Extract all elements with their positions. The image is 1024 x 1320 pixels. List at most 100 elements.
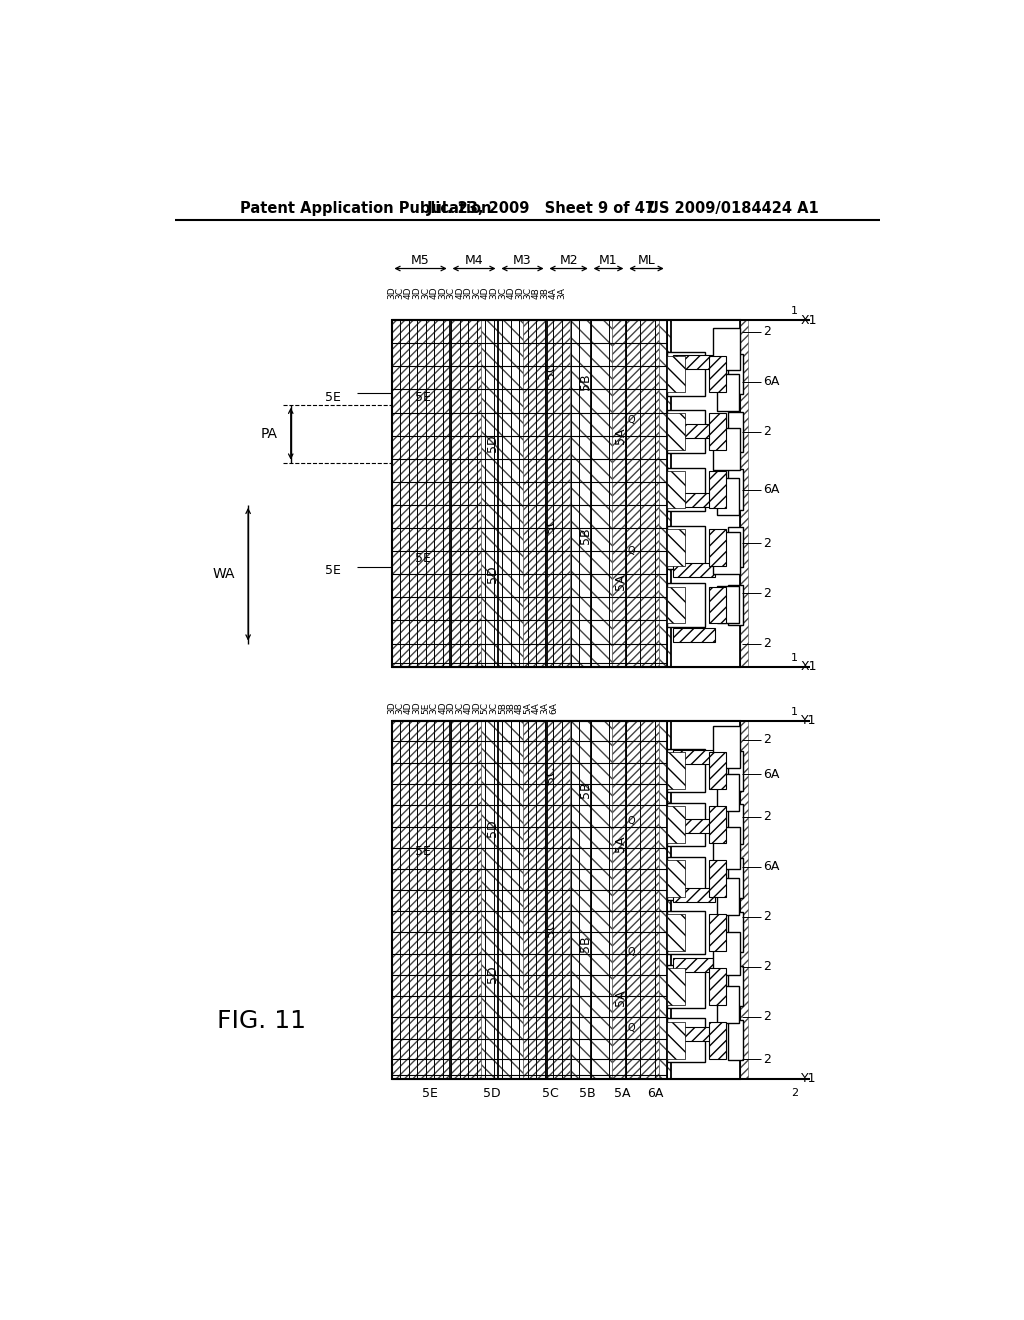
Bar bbox=[667, 803, 706, 846]
Bar bbox=[728, 470, 743, 510]
Text: ML: ML bbox=[638, 255, 655, 268]
Text: 2: 2 bbox=[764, 810, 771, 824]
Text: Jul. 23, 2009   Sheet 9 of 47: Jul. 23, 2009 Sheet 9 of 47 bbox=[426, 201, 655, 216]
Bar bbox=[717, 586, 738, 623]
Text: 5A: 5A bbox=[613, 836, 627, 851]
Text: M1: M1 bbox=[599, 255, 617, 268]
Bar bbox=[612, 321, 658, 667]
Bar bbox=[673, 562, 715, 577]
Text: 6A: 6A bbox=[764, 768, 780, 781]
Bar bbox=[667, 583, 706, 627]
Bar bbox=[391, 721, 480, 1078]
Bar bbox=[612, 721, 658, 1078]
Text: 2: 2 bbox=[764, 638, 771, 649]
Text: 2: 2 bbox=[764, 911, 771, 924]
Bar bbox=[667, 857, 706, 900]
Bar bbox=[671, 721, 740, 1078]
Bar bbox=[673, 1027, 715, 1040]
Text: 3C: 3C bbox=[421, 288, 430, 300]
Bar bbox=[667, 911, 706, 954]
Text: 4A: 4A bbox=[531, 702, 541, 714]
Text: 3C: 3C bbox=[523, 288, 532, 300]
Bar bbox=[717, 986, 738, 1023]
Bar bbox=[710, 355, 726, 392]
Text: 4D: 4D bbox=[481, 286, 489, 300]
Bar bbox=[667, 807, 685, 843]
Bar bbox=[391, 321, 740, 667]
Bar bbox=[667, 529, 685, 566]
Text: 4A: 4A bbox=[549, 288, 558, 300]
Bar bbox=[391, 721, 740, 1078]
Text: M4: M4 bbox=[465, 255, 483, 268]
Bar bbox=[713, 726, 740, 768]
Bar bbox=[728, 527, 743, 568]
Text: 5C: 5C bbox=[544, 362, 557, 379]
Text: 3C: 3C bbox=[430, 702, 438, 714]
Text: 3C: 3C bbox=[489, 702, 499, 714]
Bar bbox=[728, 858, 743, 899]
Bar bbox=[717, 775, 738, 812]
Text: 6A: 6A bbox=[764, 375, 780, 388]
Text: 3D: 3D bbox=[413, 702, 422, 714]
Text: 3C: 3C bbox=[498, 288, 507, 300]
Bar bbox=[701, 721, 748, 1078]
Text: 3D: 3D bbox=[489, 286, 499, 300]
Bar bbox=[728, 354, 743, 393]
Bar bbox=[523, 721, 569, 1078]
Text: 2: 2 bbox=[764, 537, 771, 550]
Text: Q: Q bbox=[628, 416, 636, 425]
Text: PA: PA bbox=[260, 426, 278, 441]
Bar bbox=[710, 807, 726, 843]
Bar bbox=[658, 721, 701, 1078]
Bar bbox=[673, 355, 715, 368]
Text: 5B: 5B bbox=[579, 781, 592, 799]
Text: 3A: 3A bbox=[541, 702, 550, 714]
Bar bbox=[671, 321, 740, 667]
Text: M5: M5 bbox=[412, 255, 430, 268]
Text: 6A: 6A bbox=[764, 483, 780, 496]
Text: FIG. 11: FIG. 11 bbox=[217, 1008, 306, 1032]
Text: 5A: 5A bbox=[523, 702, 532, 714]
Bar bbox=[673, 958, 715, 972]
Text: 6A: 6A bbox=[647, 1088, 664, 1101]
Text: 5E: 5E bbox=[326, 391, 341, 404]
Bar bbox=[713, 826, 740, 869]
Bar bbox=[710, 752, 726, 789]
Bar bbox=[673, 628, 715, 642]
Bar bbox=[667, 1022, 685, 1059]
Bar bbox=[717, 374, 738, 411]
Text: M3: M3 bbox=[513, 255, 531, 268]
Text: 2: 2 bbox=[764, 425, 771, 438]
Text: 5A: 5A bbox=[613, 428, 627, 444]
Text: 4D: 4D bbox=[430, 286, 438, 300]
Bar bbox=[391, 321, 480, 667]
Bar bbox=[658, 321, 701, 667]
Text: Patent Application Publication: Patent Application Publication bbox=[241, 201, 492, 216]
Bar bbox=[480, 321, 523, 667]
Text: 6A: 6A bbox=[764, 861, 780, 874]
Bar bbox=[569, 321, 612, 667]
Text: 5D: 5D bbox=[485, 565, 499, 583]
Text: 5C: 5C bbox=[481, 702, 489, 714]
Text: 5C: 5C bbox=[544, 766, 557, 783]
Text: 5C: 5C bbox=[544, 920, 557, 937]
Text: Q: Q bbox=[628, 946, 636, 957]
Bar bbox=[710, 529, 726, 566]
Text: 2: 2 bbox=[764, 1010, 771, 1023]
Bar bbox=[710, 859, 726, 896]
Text: 3D: 3D bbox=[387, 286, 396, 300]
Text: 4D: 4D bbox=[404, 286, 413, 300]
Bar bbox=[710, 1022, 726, 1059]
Text: 5D: 5D bbox=[483, 1088, 501, 1101]
Bar bbox=[728, 585, 743, 626]
Text: 3C: 3C bbox=[395, 288, 404, 300]
Text: 2: 2 bbox=[764, 325, 771, 338]
Text: X1: X1 bbox=[801, 314, 817, 326]
Bar bbox=[713, 428, 740, 470]
Bar bbox=[667, 352, 706, 396]
Text: 5C: 5C bbox=[544, 516, 557, 532]
Bar bbox=[667, 469, 706, 511]
Text: 2: 2 bbox=[764, 733, 771, 746]
Text: 5A: 5A bbox=[613, 990, 627, 1006]
Text: Q: Q bbox=[628, 546, 636, 556]
